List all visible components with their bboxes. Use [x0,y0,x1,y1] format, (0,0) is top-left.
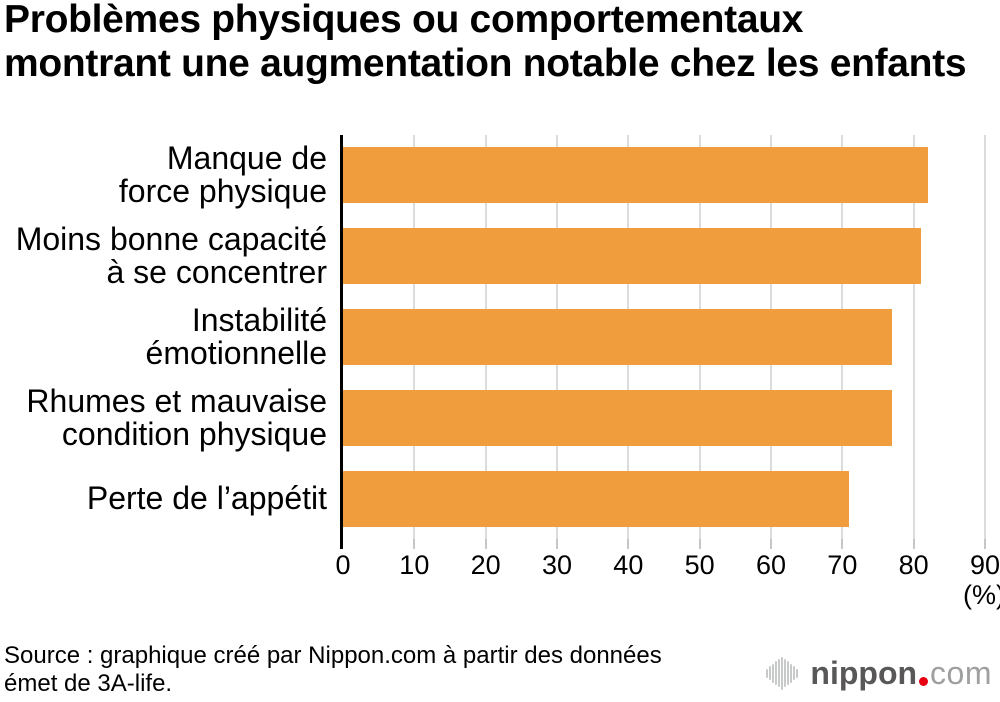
bar [343,228,921,285]
x-axis-tick [984,539,986,549]
bar [343,147,928,204]
x-axis-tick [770,539,772,549]
category-label: Moins bonne capacité à se concentrer [15,221,327,291]
x-axis-tick-label: 70 [827,550,858,580]
bar [343,470,850,527]
gridline [912,135,915,539]
x-axis-tick [698,539,701,549]
bar-band [343,135,985,216]
bar [343,389,893,446]
soundwave-icon [766,655,799,691]
gridline [984,135,986,539]
category-label: Instabilité émotionnelle [145,301,327,371]
x-axis-tick [556,539,558,549]
bar-band [343,377,985,458]
x-axis-tick-label: 40 [613,550,644,580]
plot-area [343,135,986,549]
x-axis-tick-label: 50 [684,550,715,580]
x-axis-tick-label: 20 [470,550,501,580]
bar-band [343,216,985,297]
logo-wordmark: nippon com [810,655,992,691]
category-labels: Manque de force physique Moins bonne capa… [0,135,327,539]
x-axis-tick [413,539,416,549]
x-axis-tick-labels: 0 10 20 30 40 50 60 70 80 90 [335,550,1000,582]
bar-band [343,297,985,378]
x-axis-tick-label: 30 [541,550,573,580]
logo-red-dot [919,677,929,686]
x-axis-tick-label: 0 [335,550,351,580]
logo-tld: com [930,655,992,691]
x-axis-tick-label: 60 [755,550,787,580]
nippon-logo: nippon com [766,655,992,691]
category-label: Manque de force physique [118,140,327,210]
bar-band [343,458,985,539]
x-axis-tick [627,539,630,549]
x-axis-unit-label: (%) [963,580,1000,610]
x-axis-tick [912,539,915,549]
x-axis-tick [484,539,487,549]
bar [343,308,893,365]
x-axis-tick-label: 90 [969,550,1000,580]
logo-name: nippon [810,655,918,691]
x-axis-tick-label: 10 [399,550,430,580]
x-axis-tick-label: 80 [898,550,929,580]
source-note: Source : graphique créé par Nippon.com à… [4,642,662,697]
y-axis-line [340,135,343,549]
x-axis-tick [841,539,844,549]
chart-title: Problèmes physiques ou comportementaux m… [4,0,967,85]
category-label: Rhumes et mauvaise condition physique [26,382,327,452]
category-label: Perte de l’appétit [86,480,327,517]
